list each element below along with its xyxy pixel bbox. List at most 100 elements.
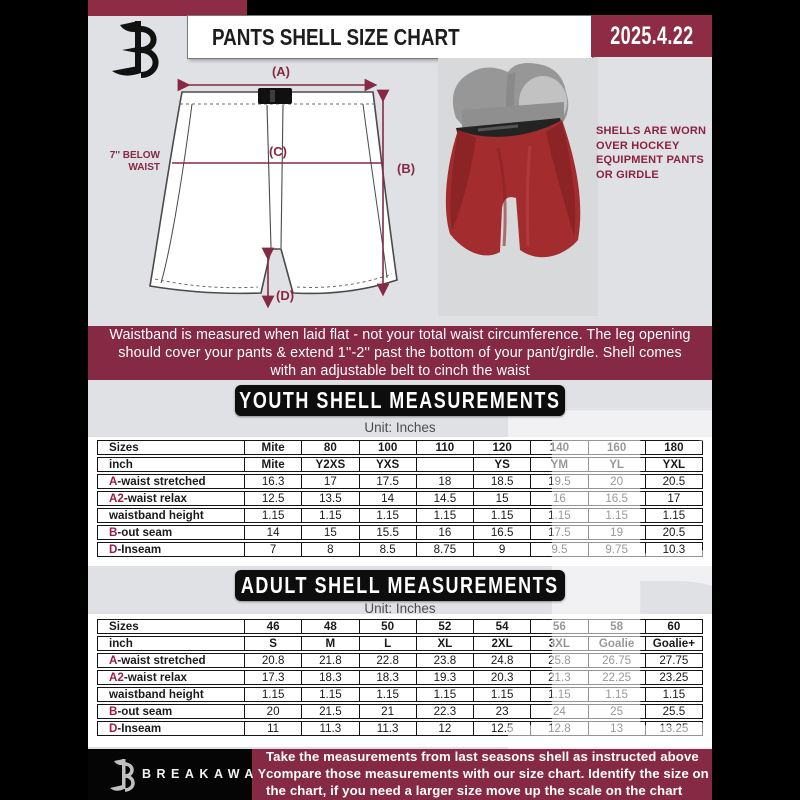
measurement-cell: 22.8 <box>359 653 417 668</box>
measurement-cell: 54 <box>474 619 532 634</box>
measurement-cell: 2XL <box>474 636 532 651</box>
row-label: B-out seam <box>97 704 245 719</box>
measurement-cell: 25.8 <box>531 653 589 668</box>
measurement-cell: 27.75 <box>645 653 703 668</box>
measurement-cell: 8 <box>302 542 360 557</box>
measurement-cell: 21.8 <box>302 653 360 668</box>
measurement-cell: 14.5 <box>416 491 474 506</box>
top-strip <box>88 0 712 16</box>
adult-unit-label: Unit: Inches <box>364 601 436 616</box>
measurement-cell: Goalie <box>588 636 646 651</box>
table-row: A2-waist relax 12.5 13.5 14 14.5 15 16 16.5 17 <box>97 491 703 506</box>
measurement-cell: 52 <box>416 619 474 634</box>
measurement-cell: 21.3 <box>531 670 589 685</box>
row-label-prefix: A2 <box>109 671 124 684</box>
measurement-cell: 17 <box>302 474 360 489</box>
date-text: 2025.4.22 <box>609 21 694 50</box>
measurement-cell: YXS <box>359 457 417 472</box>
adult-section-title: ADULT SHELL MEASUREMENTS <box>241 572 559 598</box>
measurement-cell: 56 <box>531 619 589 634</box>
measurement-cell: 16.3 <box>245 474 303 489</box>
row-label: D-Inseam <box>97 542 245 557</box>
measurement-cell: 12.5 <box>474 721 532 736</box>
measurement-cell: YXL <box>645 457 703 472</box>
row-label: Sizes <box>97 440 245 455</box>
measurement-cell: 11 <box>245 721 303 736</box>
row-label: inch <box>97 457 245 472</box>
breakaway-logo-small-icon <box>110 759 135 792</box>
measurement-cell: 13 <box>588 721 646 736</box>
measurement-cell: YS <box>474 457 532 472</box>
measurement-cell: 1.15 <box>588 687 646 702</box>
row-label: inch <box>97 636 245 651</box>
measurement-cell: 25.5 <box>645 704 703 719</box>
table-row: D-Inseam 7 8 8.5 8.75 9 9.5 9.75 10.3 <box>97 542 703 557</box>
adult-section-banner: ADULT SHELL MEASUREMENTS <box>235 570 565 601</box>
notice-banner: Waistband is measured when laid flat - n… <box>88 326 712 380</box>
measurement-cell: 1.15 <box>531 687 589 702</box>
measurement-cell: 1.15 <box>245 508 303 523</box>
measurement-cell: 22.25 <box>588 670 646 685</box>
measurement-cell: 11.3 <box>302 721 360 736</box>
measurement-cell: Mite <box>245 457 303 472</box>
measurement-cell: 23.8 <box>416 653 474 668</box>
measurement-cell: 19.3 <box>416 670 474 685</box>
measurement-cell: 18.5 <box>474 474 532 489</box>
notice-text: Waistband is measured when laid flat - n… <box>109 326 691 380</box>
measurement-cell: 16.5 <box>474 525 532 540</box>
measurement-cell: 20.5 <box>645 525 703 540</box>
measurement-cell: 1.15 <box>645 687 703 702</box>
row-label: B-out seam <box>97 525 245 540</box>
youth-unit-label: Unit: Inches <box>364 420 436 435</box>
measurement-cell: 11.3 <box>359 721 417 736</box>
row-label: A2-waist relax <box>97 491 245 506</box>
measurement-cell: 25 <box>588 704 646 719</box>
measurement-cell: 21.5 <box>302 704 360 719</box>
top-strip-maroon-segment <box>88 0 247 16</box>
measurement-cell: 46 <box>245 619 303 634</box>
measurement-cell: 17.3 <box>245 670 303 685</box>
measurement-cell: M <box>302 636 360 651</box>
table-row: A-waist stretched 16.3 17 17.5 18 18.5 19.5 20 2… <box>97 474 703 489</box>
adult-measurements-table: Sizes 46 48 50 52 54 56 58 60 inch S M L XL 2XL 3XL Goal… <box>97 617 703 738</box>
measurement-cell: 24 <box>531 704 589 719</box>
measurement-cell: Goalie+ <box>645 636 703 651</box>
label-A: (A) <box>272 64 290 79</box>
footer-brand-block: BREAKAWAY <box>88 749 266 800</box>
measurement-cell: 12.5 <box>245 491 303 506</box>
measurement-cell: 58 <box>588 619 646 634</box>
measurement-cell: 1.15 <box>302 508 360 523</box>
row-label-prefix: D <box>109 722 118 735</box>
measurement-cell: 21 <box>359 704 417 719</box>
measurement-cell: 17 <box>645 491 703 506</box>
row-label-prefix: A <box>109 654 118 667</box>
table-row: B-out seam 14 15 15.5 16 16.5 17.5 19 20.5 <box>97 525 703 540</box>
measurement-cell: 1.15 <box>302 687 360 702</box>
measurement-cell: YM <box>531 457 589 472</box>
measurement-cell: 16 <box>416 525 474 540</box>
measurement-cell: 7 <box>245 542 303 557</box>
product-photo <box>438 58 598 316</box>
row-label-prefix: B <box>109 705 118 718</box>
measurement-cell: 110 <box>416 440 474 455</box>
measurement-cell: Y2XS <box>302 457 360 472</box>
measurement-cell: 1.15 <box>474 508 532 523</box>
measurement-cell: 24.8 <box>474 653 532 668</box>
size-chart-page: PANTS SHELL SIZE CHART 2025.4.22 (A) (B <box>88 0 712 800</box>
row-label: A-waist stretched <box>97 474 245 489</box>
date-badge: 2025.4.22 <box>591 15 712 57</box>
table-row: inch Mite Y2XS YXS YS YM YL YXL <box>97 457 703 472</box>
measurement-cell: 14 <box>245 525 303 540</box>
measurement-cell: 9 <box>474 542 532 557</box>
measurement-cell: 9.5 <box>531 542 589 557</box>
page-title: PANTS SHELL SIZE CHART <box>212 23 460 50</box>
measurement-cell: 1.15 <box>645 508 703 523</box>
row-label: A-waist stretched <box>97 653 245 668</box>
adult-table-panel: Sizes 46 48 50 52 54 56 58 60 inch S M L XL 2XL 3XL Goal… <box>88 614 712 747</box>
measurement-cell: 14 <box>359 491 417 506</box>
measurement-cell: 1.15 <box>588 508 646 523</box>
footer-instructions-block: Take the measurements from last seasons … <box>252 749 712 800</box>
measurement-cell: 23.25 <box>645 670 703 685</box>
measurement-cell: 1.15 <box>474 687 532 702</box>
table-row: B-out seam 20 21.5 21 22.3 23 24 25 25.5 <box>97 704 703 719</box>
